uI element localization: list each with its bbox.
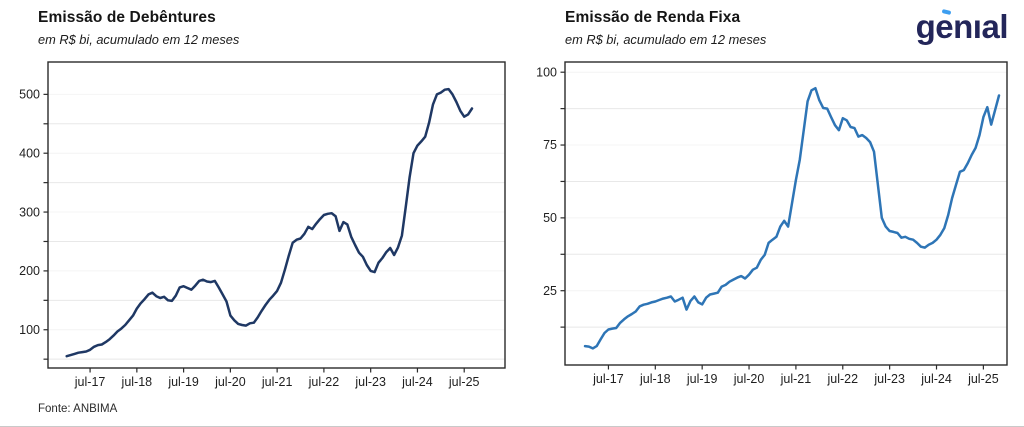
x-tick-label: jul-21 xyxy=(261,375,293,389)
plot-border xyxy=(47,61,506,369)
y-tick-label: 25 xyxy=(543,284,557,298)
data-line xyxy=(583,86,1001,350)
debentures-chart-subtitle: em R$ bi, acumulado em 12 meses xyxy=(38,32,240,47)
x-tick-label: jul-17 xyxy=(592,372,624,386)
y-tick-label: 100 xyxy=(536,65,557,79)
y-tick-label: 100 xyxy=(19,323,40,337)
x-tick-label: jul-24 xyxy=(401,375,433,389)
x-tick-label: jul-25 xyxy=(448,375,480,389)
source-note: Fonte: ANBIMA xyxy=(38,403,118,415)
x-tick-label: jul-18 xyxy=(121,375,153,389)
data-line xyxy=(65,87,474,358)
debentures-chart-title: Emissão de Debêntures xyxy=(38,9,216,26)
x-tick-label: jul-17 xyxy=(74,375,106,389)
x-tick-label: jul-21 xyxy=(780,372,812,386)
y-tick-label: 50 xyxy=(543,211,557,225)
genial-logo: genıal xyxy=(915,6,1009,48)
x-tick-label: jul-20 xyxy=(214,375,246,389)
x-tick-label: jul-20 xyxy=(733,372,765,386)
x-tick-label: jul-19 xyxy=(167,375,199,389)
renda-fixa-chart-subtitle: em R$ bi, acumulado em 12 meses xyxy=(565,32,767,47)
genial-logo-text: genıal xyxy=(915,8,1009,45)
x-tick-label: jul-23 xyxy=(873,372,905,386)
y-tick-label: 400 xyxy=(19,146,40,160)
x-tick-label: jul-22 xyxy=(826,372,858,386)
renda-fixa-chart-title: Emissão de Renda Fixa xyxy=(565,9,741,26)
x-tick-label: jul-18 xyxy=(639,372,671,386)
x-tick-label: jul-23 xyxy=(354,375,386,389)
x-tick-label: jul-25 xyxy=(967,372,999,386)
plot-border xyxy=(564,61,1008,366)
y-tick-label: 75 xyxy=(543,138,557,152)
debentures-chart-canvas: 100 200 300 400 500 jul-17 jul-18 jul-19 jul-20 j… xyxy=(19,61,506,389)
x-tick-label: jul-24 xyxy=(920,372,952,386)
x-tick-label: jul-22 xyxy=(308,375,340,389)
y-tick-label: 200 xyxy=(19,264,40,278)
y-tick-label: 500 xyxy=(19,88,40,102)
y-tick-label: 300 xyxy=(19,205,40,219)
x-tick-label: jul-19 xyxy=(686,372,718,386)
renda-fixa-chart-canvas: 25 50 75 100 jul-17 jul-18 jul-19 jul-20 jul-21 j… xyxy=(536,61,1008,386)
